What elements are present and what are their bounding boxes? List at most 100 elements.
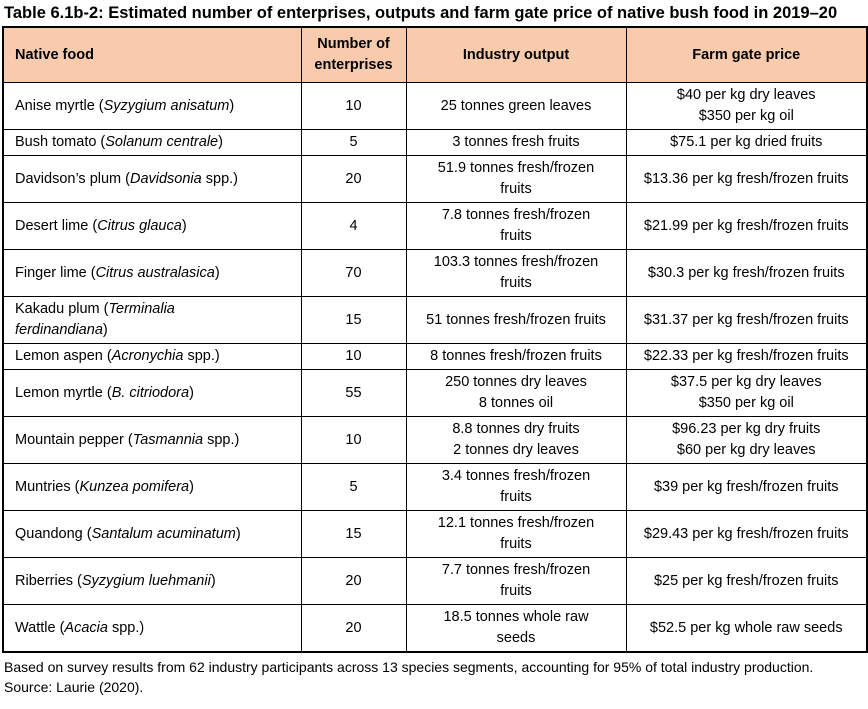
cell-line: 7.8 tonnes fresh/frozen (441, 207, 591, 223)
native-food-name: Quandong (Santalum acuminatum) (15, 525, 241, 542)
native-food-name: Lemon myrtle (B. citriodora) (15, 384, 194, 401)
cell-line: seeds (496, 630, 536, 646)
industry-output-cell: 8 tonnes fresh/frozen fruits (405, 343, 627, 370)
table-row: Riberries (Syzygium luehmanii) 20 7.7 to… (2, 557, 868, 605)
farm-gate-price-cell: $22.33 per kg fresh/frozen fruits (625, 343, 868, 370)
cell-line: 51.9 tonnes fresh/frozen (437, 160, 595, 176)
native-food-cell: Wattle (Acacia spp.) (2, 604, 302, 653)
cell-line: $29.43 per kg fresh/frozen fruits (643, 525, 849, 542)
enterprises-count-cell: 20 (300, 557, 407, 605)
native-food-name: Riberries (Syzygium luehmanii) (15, 572, 216, 589)
header-number-of-enterprises: Number of enterprises (300, 26, 407, 83)
industry-output-cell: 51 tonnes fresh/frozen fruits (405, 296, 627, 344)
native-food-name: Desert lime (Citrus glauca) (15, 217, 187, 234)
cell-line: $96.23 per kg dry fruits (672, 421, 821, 437)
cell-line: fruits (500, 489, 532, 505)
industry-output-cell: 8.8 tonnes dry fruits 2 tonnes dry leaves (405, 416, 627, 464)
enterprises-count-cell: 10 (300, 416, 407, 464)
farm-gate-price-cell: $25 per kg fresh/frozen fruits (625, 557, 868, 605)
farm-gate-price-cell: $40 per kg dry leaves $350 per kg oil (625, 82, 868, 130)
cell-line: $13.36 per kg fresh/frozen fruits (643, 170, 849, 187)
table-row: Finger lime (Citrus australasica) 70 103… (2, 249, 868, 297)
native-food-name: Kakadu plum (Terminalia ferdinandiana) (15, 301, 175, 338)
native-food-cell: Lemon aspen (Acronychia spp.) (2, 343, 302, 370)
cell-line: $30.3 per kg fresh/frozen fruits (647, 264, 845, 281)
cell-line: fruits (500, 536, 532, 552)
table-row: Quandong (Santalum acuminatum) 15 12.1 t… (2, 510, 868, 558)
header-native-food: Native food (2, 26, 302, 83)
industry-output-cell: 12.1 tonnes fresh/frozen fruits (405, 510, 627, 558)
farm-gate-price-cell: $96.23 per kg dry fruits $60 per kg dry l… (625, 416, 868, 464)
farm-gate-price-cell: $13.36 per kg fresh/frozen fruits (625, 155, 868, 203)
native-food-cell: Muntries (Kunzea pomifera) (2, 463, 302, 511)
farm-gate-price-cell: $52.5 per kg whole raw seeds (625, 604, 868, 653)
farm-gate-price-cell: $37.5 per kg dry leaves $350 per kg oil (625, 369, 868, 417)
farm-gate-price-cell: $29.43 per kg fresh/frozen fruits (625, 510, 868, 558)
native-food-name: Anise myrtle (Syzygium anisatum) (15, 97, 235, 114)
industry-output-cell: 25 tonnes green leaves (405, 82, 627, 130)
table-row: Lemon aspen (Acronychia spp.) 10 8 tonne… (2, 343, 868, 370)
cell-line: fruits (500, 181, 532, 197)
cell-line: $350 per kg oil (698, 108, 794, 124)
cell-line: $40 per kg dry leaves (676, 87, 816, 103)
enterprises-count-cell: 5 (300, 463, 407, 511)
footnote-source: Source: Laurie (2020). (4, 679, 144, 695)
table-row: Mountain pepper (Tasmannia spp.) 10 8.8 … (2, 416, 868, 464)
enterprises-count-cell: 4 (300, 202, 407, 250)
native-food-name: Muntries (Kunzea pomifera) (15, 478, 194, 495)
cell-line: 7.7 tonnes fresh/frozen (441, 562, 591, 578)
native-food-name: Davidson’s plum (Davidsonia spp.) (15, 170, 238, 187)
table-title: Table 6.1b-2: Estimated number of enterp… (4, 4, 838, 22)
cell-line: 51 tonnes fresh/frozen fruits (426, 311, 606, 328)
cell-line: 8.8 tonnes dry fruits (452, 421, 580, 437)
table-row: Lemon myrtle (B. citriodora) 55 250 tonn… (2, 369, 868, 417)
cell-line: 250 tonnes dry leaves (445, 374, 587, 390)
enterprises-count-cell: 20 (300, 604, 407, 653)
table-row: Davidson’s plum (Davidsonia spp.) 20 51.… (2, 155, 868, 203)
cell-line: fruits (500, 275, 532, 291)
cell-line: $39 per kg fresh/frozen fruits (653, 478, 839, 495)
cell-line: $31.37 per kg fresh/frozen fruits (643, 311, 849, 328)
native-food-cell: Quandong (Santalum acuminatum) (2, 510, 302, 558)
farm-gate-price-cell: $31.37 per kg fresh/frozen fruits (625, 296, 868, 344)
industry-output-cell: 18.5 tonnes whole raw seeds (405, 604, 627, 653)
native-food-name: Bush tomato (Solanum centrale) (15, 134, 223, 150)
industry-output-cell: 3 tonnes fresh fruits (405, 129, 627, 156)
industry-output-cell: 7.7 tonnes fresh/frozen fruits (405, 557, 627, 605)
enterprises-count-cell: 20 (300, 155, 407, 203)
cell-line: 3 tonnes fresh fruits (452, 134, 580, 150)
enterprises-count-cell: 55 (300, 369, 407, 417)
native-food-name: Lemon aspen (Acronychia spp.) (15, 348, 220, 364)
cell-line: $75.1 per kg dried fruits (670, 134, 823, 150)
enterprises-count-cell: 70 (300, 249, 407, 297)
native-food-cell: Lemon myrtle (B. citriodora) (2, 369, 302, 417)
cell-line: 3.4 tonnes fresh/frozen (441, 468, 591, 484)
industry-output-cell: 3.4 tonnes fresh/frozen fruits (405, 463, 627, 511)
cell-line: $350 per kg oil (698, 395, 794, 411)
cell-line: 25 tonnes green leaves (440, 97, 592, 114)
farm-gate-price-cell: $39 per kg fresh/frozen fruits (625, 463, 868, 511)
cell-line: $60 per kg dry leaves (676, 442, 816, 458)
enterprises-count-cell: 15 (300, 510, 407, 558)
cell-line: $22.33 per kg fresh/frozen fruits (643, 348, 849, 364)
table-row: Anise myrtle (Syzygium anisatum) 10 25 t… (2, 82, 868, 130)
native-food-name: Finger lime (Citrus australasica) (15, 264, 220, 281)
industry-output-cell: 51.9 tonnes fresh/frozen fruits (405, 155, 627, 203)
cell-line: 8 tonnes oil (478, 395, 554, 411)
table-row: Kakadu plum (Terminalia ferdinandiana) 1… (2, 296, 868, 344)
bush-food-table: Native food Number of enterprises Indust… (2, 26, 868, 653)
enterprises-count-cell: 10 (300, 82, 407, 130)
native-food-cell: Kakadu plum (Terminalia ferdinandiana) (2, 296, 302, 344)
header-row: Native food Number of enterprises Indust… (2, 26, 868, 83)
cell-line: 2 tonnes dry leaves (453, 442, 579, 458)
cell-line: fruits (500, 228, 532, 244)
footnotes: Based on survey results from 62 industry… (0, 653, 868, 697)
native-food-cell: Desert lime (Citrus glauca) (2, 202, 302, 250)
footnote-survey: Based on survey results from 62 industry… (4, 659, 814, 675)
enterprises-count-cell: 15 (300, 296, 407, 344)
farm-gate-price-cell: $21.99 per kg fresh/frozen fruits (625, 202, 868, 250)
native-food-cell: Mountain pepper (Tasmannia spp.) (2, 416, 302, 464)
native-food-cell: Finger lime (Citrus australasica) (2, 249, 302, 297)
industry-output-cell: 7.8 tonnes fresh/frozen fruits (405, 202, 627, 250)
